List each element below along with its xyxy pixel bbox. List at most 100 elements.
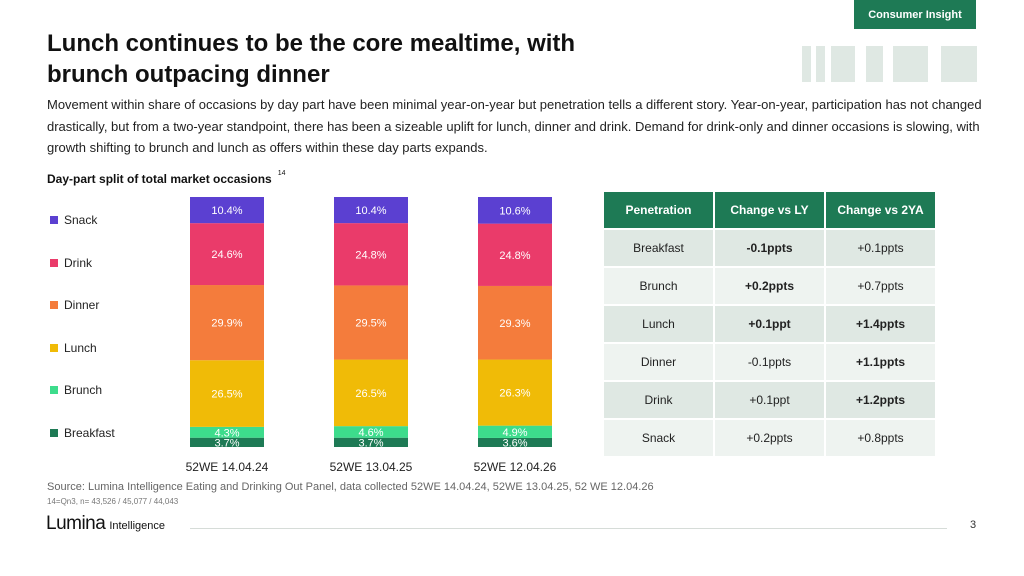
- sample-size-note: 14=Qn3, n= 43,526 / 45,077 / 44,043: [47, 497, 179, 506]
- data-label-dinner-2: 29.3%: [499, 318, 530, 330]
- table-row: Brunch +0.2ppts +0.7ppts: [604, 268, 935, 304]
- table-row: Dinner -0.1ppts +1.1ppts: [604, 344, 935, 380]
- bar-segment-snack-2: [478, 197, 552, 224]
- table-row: Snack +0.2ppts +0.8ppts: [604, 420, 935, 456]
- data-label-snack-1: 10.4%: [355, 205, 386, 217]
- decorative-bar-6: [941, 46, 977, 82]
- legend-item-brunch: Brunch: [50, 383, 102, 397]
- bar-segment-lunch-2: [478, 359, 552, 426]
- bar-segment-brunch-0: [190, 426, 264, 438]
- page-number: 3: [970, 519, 977, 531]
- legend-label: Snack: [64, 213, 98, 227]
- table-row: Drink +0.1ppt +1.2ppts: [604, 382, 935, 418]
- bar-segment-lunch-1: [334, 359, 408, 427]
- bar-segment-dinner-1: [334, 285, 408, 360]
- table-header-penetration: Penetration: [604, 192, 713, 228]
- row-label: Brunch: [604, 268, 713, 304]
- legend-swatch: [50, 258, 58, 267]
- data-label-drink-2: 24.8%: [499, 250, 530, 262]
- change-vs-ly-value: -0.1ppts: [715, 230, 824, 266]
- bar-segment-breakfast-2: [478, 437, 552, 447]
- data-label-brunch-1: 4.6%: [358, 427, 383, 439]
- legend-label: Breakfast: [64, 425, 115, 440]
- chart-title: Day-part split of total market occasions…: [47, 170, 286, 186]
- data-label-drink-1: 24.8%: [355, 249, 386, 261]
- data-label-dinner-1: 29.5%: [355, 318, 386, 330]
- change-vs-2ya-value: +0.7ppts: [826, 268, 935, 304]
- data-label-lunch-2: 26.3%: [499, 388, 530, 400]
- data-label-lunch-1: 26.5%: [355, 388, 386, 400]
- decorative-bar-1: [802, 46, 811, 82]
- chart-title-footnote: 14: [277, 170, 286, 177]
- legend-swatch: [50, 428, 58, 437]
- decorative-bar-4: [866, 46, 883, 82]
- row-label: Dinner: [604, 344, 713, 380]
- legend-swatch: [50, 301, 58, 309]
- x-axis-label-1: 52WE 13.04.25: [329, 460, 413, 474]
- decorative-bar-2: [816, 46, 825, 82]
- consumer-insight-tag: Consumer Insight: [854, 0, 976, 29]
- change-vs-ly-value: +0.1ppt: [715, 306, 824, 342]
- decorative-bar-3: [831, 46, 855, 82]
- bar-segment-dinner-2: [478, 285, 552, 360]
- change-vs-2ya-value: +1.4ppts: [826, 306, 935, 342]
- legend-item-drink: Drink: [50, 256, 92, 270]
- bar-segment-lunch-0: [190, 360, 264, 427]
- data-label-drink-0: 24.6%: [211, 249, 242, 261]
- page-title-line-2: brunch outpacing dinner: [47, 61, 330, 88]
- data-label-breakfast-0: 3.7%: [214, 437, 239, 449]
- data-label-snack-2: 10.6%: [499, 205, 530, 217]
- row-label: Drink: [604, 382, 713, 418]
- bar-segment-snack-1: [334, 197, 408, 224]
- lumina-logo: Lumina Intelligence: [46, 513, 165, 535]
- change-vs-2ya-value: +0.8ppts: [826, 420, 935, 456]
- bar-segment-snack-0: [190, 197, 264, 224]
- page-title: Lunch continues to be the core mealtime,…: [47, 28, 747, 90]
- x-axis-label-2: 52WE 12.04.26: [473, 460, 557, 474]
- data-label-brunch-0: 4.3%: [214, 427, 239, 439]
- legend-item-lunch: Lunch: [50, 341, 97, 355]
- chart-title-text: Day-part split of total market occasions: [47, 172, 272, 186]
- table-header-row: Penetration Change vs LY Change vs 2YA: [604, 192, 935, 228]
- table-header-change-vs-2ya: Change vs 2YA: [826, 192, 935, 228]
- source-note: Source: Lumina Intelligence Eating and D…: [47, 481, 654, 493]
- bar-segment-drink-1: [334, 223, 408, 286]
- change-vs-2ya-value: +0.1ppts: [826, 230, 935, 266]
- change-vs-ly-value: -0.1ppts: [715, 344, 824, 380]
- data-label-brunch-2: 4.9%: [502, 427, 527, 439]
- data-label-dinner-0: 29.9%: [211, 318, 242, 330]
- data-label-breakfast-2: 3.6%: [502, 437, 527, 449]
- legend-item-dinner: Dinner: [50, 298, 99, 312]
- legend-label: Dinner: [64, 298, 100, 312]
- legend-item-snack: Snack: [50, 213, 97, 227]
- footer-divider: [190, 528, 947, 529]
- data-label-snack-0: 10.4%: [211, 205, 242, 217]
- legend-swatch: [50, 343, 58, 352]
- change-vs-ly-value: +0.1ppt: [715, 382, 824, 418]
- table-row: Breakfast -0.1ppts +0.1ppts: [604, 230, 935, 266]
- bar-segment-drink-2: [478, 223, 552, 286]
- change-vs-2ya-value: +1.2ppts: [826, 382, 935, 418]
- row-label: Lunch: [604, 306, 713, 342]
- table-header-change-vs-ly: Change vs LY: [715, 192, 824, 228]
- legend-swatch: [50, 386, 58, 394]
- bar-segment-breakfast-0: [190, 437, 264, 447]
- bar-segment-brunch-2: [478, 425, 552, 438]
- legend-label: Drink: [64, 255, 93, 270]
- legend-item-breakfast: Breakfast: [50, 426, 115, 440]
- change-vs-ly-value: +0.2ppts: [715, 420, 824, 456]
- legend-swatch: [50, 216, 58, 224]
- bar-segment-drink-0: [190, 223, 264, 286]
- penetration-table: Penetration Change vs LY Change vs 2YA B…: [602, 190, 937, 458]
- bar-segment-breakfast-1: [334, 437, 408, 447]
- bar-segment-dinner-0: [190, 285, 264, 361]
- logo-sub-text: Intelligence: [109, 520, 165, 532]
- row-label: Snack: [604, 420, 713, 456]
- intro-paragraph: Movement within share of occasions by da…: [47, 97, 982, 155]
- page-title-line-1: Lunch continues to be the core mealtime,…: [47, 30, 576, 57]
- logo-main-text: Lumina: [46, 513, 106, 534]
- row-label: Breakfast: [604, 230, 713, 266]
- table-row: Lunch +0.1ppt +1.4ppts: [604, 306, 935, 342]
- legend-label: Lunch: [64, 340, 97, 355]
- legend-label: Brunch: [64, 383, 103, 397]
